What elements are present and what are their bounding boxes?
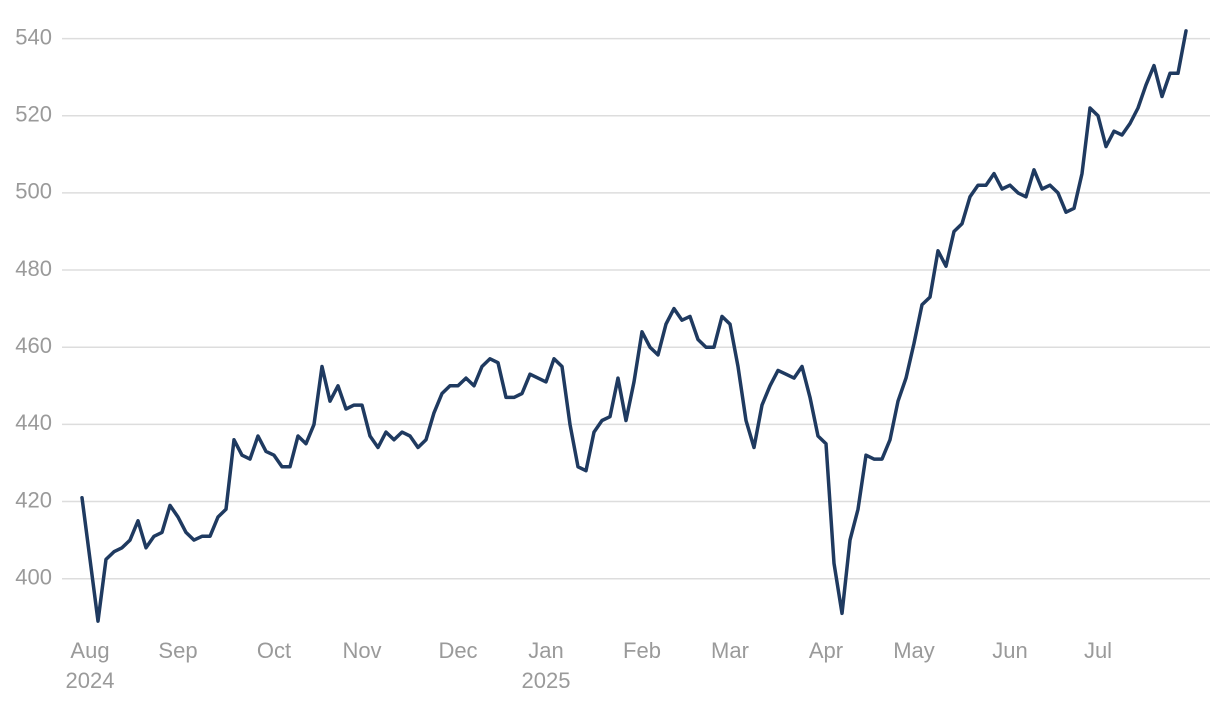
x-tick-label: Mar — [711, 638, 749, 663]
x-tick-label: Nov — [342, 638, 382, 663]
y-tick-label: 420 — [15, 487, 52, 512]
y-tick-label: 400 — [15, 565, 52, 590]
price-line — [80, 29, 1188, 623]
y-tick-label: 460 — [15, 333, 52, 358]
x-tick-label: Apr — [808, 638, 844, 663]
y-tick-label: 520 — [15, 102, 52, 127]
y-tick-label: 440 — [15, 410, 52, 435]
y-tick-label: 480 — [15, 256, 52, 281]
x-tick-label: Aug 2024 — [65, 638, 115, 693]
x-tick-label: May — [893, 638, 935, 663]
x-tick-label: Sep — [158, 638, 198, 663]
y-tick-label: 540 — [15, 24, 52, 49]
x-tick-label: Jan 2025 — [521, 638, 571, 693]
x-tick-label: Dec — [438, 638, 478, 663]
y-tick-label: 500 — [15, 179, 52, 204]
x-tick-label: Jun — [992, 638, 1028, 663]
x-tick-label: Jul — [1083, 638, 1113, 663]
x-tick-label: Feb — [623, 638, 661, 663]
x-tick-label: Oct — [256, 638, 292, 663]
